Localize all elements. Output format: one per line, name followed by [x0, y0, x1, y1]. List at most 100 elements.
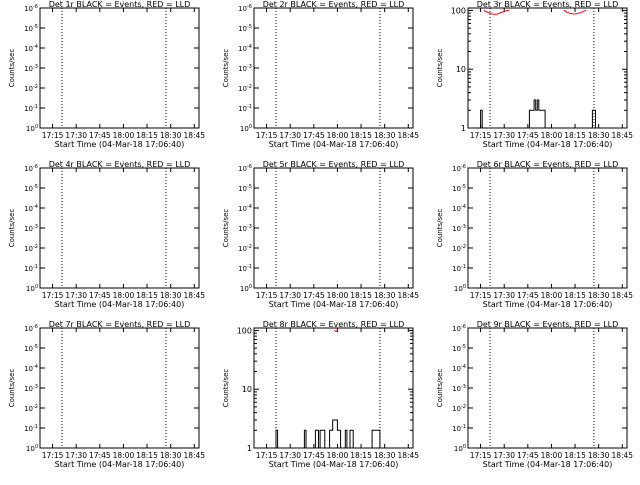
y-tick-label: 10-5: [238, 184, 252, 193]
y-tick-label: 10-1: [24, 264, 38, 273]
y-tick-label: 10-4: [238, 44, 252, 53]
x-tick-label: 17:30: [493, 451, 515, 460]
x-tick-label: 17:45: [303, 291, 325, 300]
plot-frame: [467, 327, 628, 449]
x-tick-label: 17:15: [256, 451, 278, 460]
y-axis-label: Counts/sec: [436, 209, 444, 248]
x-tick-label: 18:30: [374, 131, 396, 140]
y-axis-label: Counts/sec: [8, 369, 16, 408]
x-tick-label: 17:45: [517, 451, 539, 460]
y-axis-label: Counts/sec: [8, 209, 16, 248]
plot-frame: [39, 327, 200, 449]
y-tick-label: 10-4: [24, 204, 38, 213]
x-tick-label: 18:45: [397, 451, 419, 460]
x-tick-label: 17:45: [303, 131, 325, 140]
plot-frame: [39, 167, 200, 289]
y-axis-label: Counts/sec: [222, 369, 230, 408]
y-tick-label: 10-2: [452, 244, 466, 253]
x-axis-label: Start Time (04-Mar-18 17:06:40): [55, 460, 185, 469]
x-tick-label: 18:15: [564, 451, 586, 460]
plot-frame: [467, 7, 628, 129]
y-tick-label: 10-4: [452, 364, 466, 373]
y-tick-label: 10-2: [452, 404, 466, 413]
x-tick-label: 17:30: [279, 131, 301, 140]
plot-title: Det 1r BLACK = Events, RED = LLD: [49, 0, 191, 9]
x-tick-label: 18:00: [541, 451, 563, 460]
x-axis-label: Start Time (04-Mar-18 17:06:40): [269, 140, 399, 149]
x-tick-label: 18:45: [611, 131, 633, 140]
x-tick-label: 17:45: [517, 131, 539, 140]
x-tick-label: 17:30: [65, 451, 87, 460]
y-tick-label: 100: [451, 6, 466, 15]
y-axis-label: Counts/sec: [436, 369, 444, 408]
x-axis-label: Start Time (04-Mar-18 17:06:40): [269, 460, 399, 469]
plot-title: Det 6r BLACK = Events, RED = LLD: [477, 160, 619, 169]
x-axis-label: Start Time (04-Mar-18 17:06:40): [55, 140, 185, 149]
plot-frame: [253, 7, 414, 129]
x-tick-label: 18:00: [113, 451, 135, 460]
x-axis-label: Start Time (04-Mar-18 17:06:40): [269, 300, 399, 309]
x-tick-label: 17:45: [303, 451, 325, 460]
y-tick-label: 100: [237, 326, 252, 335]
y-tick-label: 10-6: [452, 164, 466, 173]
x-tick-label: 17:30: [65, 291, 87, 300]
y-tick-label: 1: [461, 124, 466, 133]
plot-frame: [253, 327, 414, 449]
x-tick-label: 17:30: [493, 131, 515, 140]
lld-series-line: [563, 9, 587, 15]
x-tick-label: 17:15: [256, 131, 278, 140]
plot-title: Det 5r BLACK = Events, RED = LLD: [263, 160, 405, 169]
y-axis-label: Counts/sec: [222, 49, 230, 88]
y-tick-label: 10: [242, 385, 252, 394]
plot-title: Det 9r BLACK = Events, RED = LLD: [477, 320, 619, 329]
x-tick-label: 18:45: [183, 291, 205, 300]
x-tick-label: 18:45: [183, 131, 205, 140]
x-tick-label: 18:00: [327, 451, 349, 460]
x-tick-label: 17:30: [279, 291, 301, 300]
x-tick-label: 17:15: [470, 451, 492, 460]
x-tick-label: 18:00: [327, 131, 349, 140]
x-tick-label: 17:30: [65, 131, 87, 140]
x-axis-label: Start Time (04-Mar-18 17:06:40): [483, 460, 613, 469]
y-tick-label: 10-1: [452, 264, 466, 273]
y-tick-label: 10-1: [24, 104, 38, 113]
x-tick-label: 17:15: [470, 291, 492, 300]
y-tick-label: 100: [240, 124, 252, 133]
x-tick-label: 18:45: [611, 451, 633, 460]
x-tick-label: 17:45: [89, 291, 111, 300]
plot-title: Det 7r BLACK = Events, RED = LLD: [49, 320, 191, 329]
x-tick-label: 17:15: [42, 131, 64, 140]
x-tick-label: 18:00: [327, 291, 349, 300]
x-tick-label: 18:15: [350, 291, 372, 300]
y-axis-label: Counts/sec: [222, 209, 230, 248]
x-tick-label: 18:30: [160, 451, 182, 460]
x-tick-label: 18:00: [113, 131, 135, 140]
y-tick-label: 10-3: [452, 224, 466, 233]
y-tick-label: 10-4: [452, 204, 466, 213]
y-tick-label: 10-5: [238, 24, 252, 33]
x-tick-label: 18:30: [160, 131, 182, 140]
x-tick-label: 17:15: [42, 291, 64, 300]
x-tick-label: 18:15: [136, 131, 158, 140]
plot-title: Det 8r BLACK = Events, RED = LLD: [263, 320, 405, 329]
y-tick-label: 10-5: [452, 344, 466, 353]
plot-title: Det 3r BLACK = Events, RED = LLD: [477, 0, 619, 9]
x-tick-label: 18:00: [113, 291, 135, 300]
y-tick-label: 10-3: [24, 64, 38, 73]
x-tick-label: 18:30: [160, 291, 182, 300]
lld-series-line: [483, 9, 509, 15]
y-tick-label: 100: [26, 284, 38, 293]
y-tick-label: 10-5: [24, 344, 38, 353]
y-tick-label: 10-1: [238, 104, 252, 113]
x-tick-label: 17:30: [279, 451, 301, 460]
lld-series-line: [334, 329, 338, 333]
plot-frame: [39, 7, 200, 129]
plot-title: Det 2r BLACK = Events, RED = LLD: [263, 0, 405, 9]
y-tick-label: 10-6: [452, 324, 466, 333]
x-tick-label: 18:45: [183, 451, 205, 460]
